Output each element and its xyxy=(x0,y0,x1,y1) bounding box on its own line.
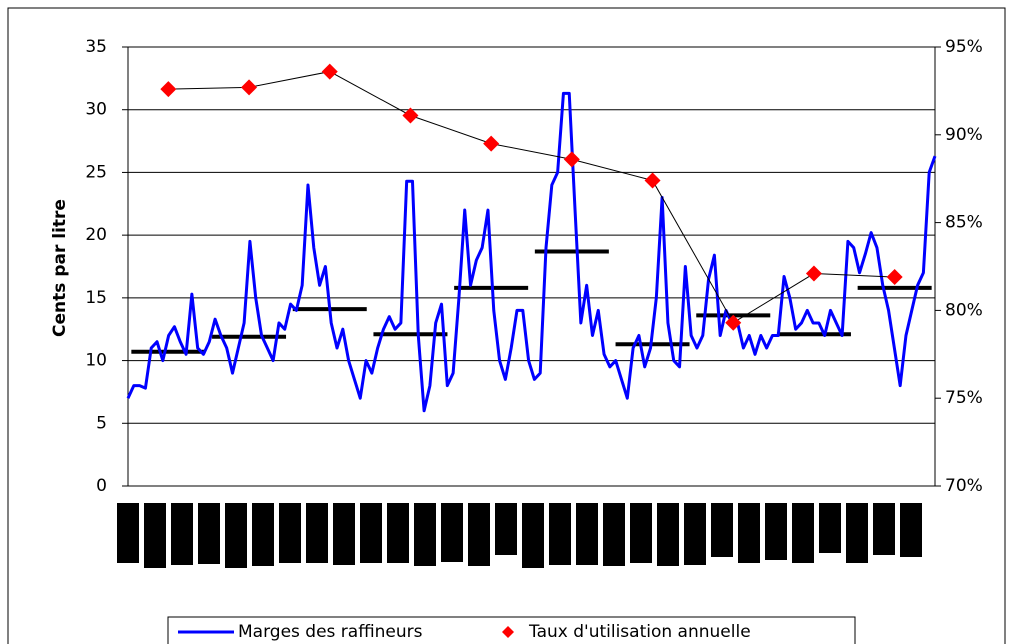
y-tick-label: 5 xyxy=(96,413,107,433)
margin-line xyxy=(126,91,937,413)
y-tick-label: 30 xyxy=(85,100,107,120)
utilization-point xyxy=(321,63,338,80)
utilization-point xyxy=(402,107,419,124)
utilization-point xyxy=(805,265,822,282)
utilization-point xyxy=(886,269,903,286)
y-axis-label: Cents par litre xyxy=(50,199,70,337)
redacted-label xyxy=(279,503,301,563)
y-tick-label: 15 xyxy=(85,288,107,308)
redacted-label xyxy=(765,503,787,560)
y-tick-label: 25 xyxy=(85,162,107,182)
redacted-label xyxy=(198,503,220,564)
legend-swatch xyxy=(502,626,514,638)
redacted-label xyxy=(414,503,436,566)
redacted-label xyxy=(738,503,760,563)
utilization-point xyxy=(725,314,742,331)
y-tick-label: 20 xyxy=(85,225,107,245)
utilization-point xyxy=(483,135,500,152)
y2-tick-label: 95% xyxy=(945,37,983,57)
utilization-point xyxy=(241,79,258,96)
y2-tick-label: 75% xyxy=(945,388,983,408)
redacted-label xyxy=(873,503,895,555)
redacted-label xyxy=(792,503,814,563)
legend-label: Marges des raffineurs xyxy=(238,622,423,642)
redacted-label xyxy=(684,503,706,565)
redacted-label xyxy=(387,503,409,563)
redacted-label xyxy=(441,503,463,562)
redacted-label xyxy=(333,503,355,565)
redacted-label xyxy=(630,503,652,563)
redacted-label xyxy=(819,503,841,553)
redacted-label xyxy=(576,503,598,565)
redacted-label xyxy=(252,503,274,566)
y2-tick-label: 90% xyxy=(945,125,983,145)
redacted-label xyxy=(306,503,328,563)
legend-label: Taux d'utilisation annuelle xyxy=(528,622,751,642)
redacted-label xyxy=(171,503,193,565)
redacted-label xyxy=(846,503,868,563)
utilization-line xyxy=(168,71,895,324)
redacted-label xyxy=(522,503,544,568)
redacted-label xyxy=(495,503,517,555)
utilization-point xyxy=(563,151,580,168)
y2-tick-label: 70% xyxy=(945,476,983,496)
redacted-label xyxy=(549,503,571,565)
y2-tick-label: 85% xyxy=(945,213,983,233)
redacted-label xyxy=(360,503,382,563)
redacted-label xyxy=(657,503,679,566)
redacted-label xyxy=(144,503,166,568)
redacted-label xyxy=(117,503,139,563)
redacted-label xyxy=(225,503,247,568)
y-tick-label: 10 xyxy=(85,351,107,371)
x-tick-labels-redacted xyxy=(117,503,922,568)
utilization-point xyxy=(644,172,661,189)
utilization-point xyxy=(160,81,177,98)
redacted-label xyxy=(603,503,625,566)
y-tick-label: 35 xyxy=(85,37,107,57)
redacted-label xyxy=(468,503,490,566)
y-tick-label: 0 xyxy=(96,476,107,496)
redacted-label xyxy=(900,503,922,557)
y2-tick-label: 80% xyxy=(945,300,983,320)
redacted-label xyxy=(711,503,733,557)
